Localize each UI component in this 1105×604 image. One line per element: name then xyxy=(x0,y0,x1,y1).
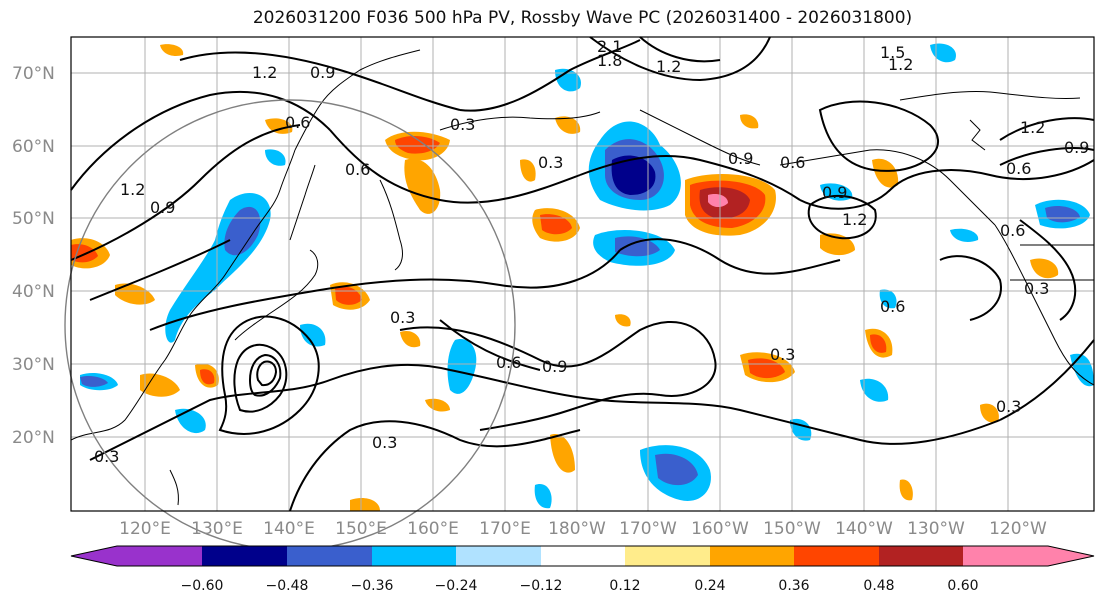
colorbar-segment xyxy=(117,546,202,566)
colorbar-segment xyxy=(541,546,625,566)
lon-label: 170°E xyxy=(479,519,531,539)
contour-label: 0.6 xyxy=(780,153,805,172)
colorbar-segment xyxy=(625,546,710,566)
contour-labels: 1.2 0.9 2.1 1.8 1.2 1.5 1.2 0.6 0.3 0.3 … xyxy=(94,37,1089,466)
contour-label: 0.3 xyxy=(996,397,1021,416)
colorbar-tick-label: 0.24 xyxy=(694,578,725,594)
contour-label: 0.3 xyxy=(1024,279,1049,298)
lon-label: 140°W xyxy=(835,519,893,539)
colorbar-tick-label: 0.48 xyxy=(863,578,894,594)
contour-label: 0.9 xyxy=(150,198,175,217)
lon-label: 170°W xyxy=(619,519,677,539)
lon-label: 140°E xyxy=(263,519,315,539)
contour-label: 0.6 xyxy=(496,353,521,372)
contour-label: 0.6 xyxy=(345,160,370,179)
longitude-labels: 120°E 130°E 140°E 150°E 160°E 170°E 180°… xyxy=(119,519,1047,539)
contour-label: 0.9 xyxy=(542,357,567,376)
colorbar-segment xyxy=(794,546,879,566)
lon-label: 150°W xyxy=(763,519,821,539)
latitude-labels: 70°N 60°N 50°N 40°N 30°N 20°N xyxy=(12,64,55,448)
contour-label: 0.3 xyxy=(538,153,563,172)
contour-label: 1.2 xyxy=(842,210,867,229)
lat-label: 70°N xyxy=(12,64,55,84)
colorbar-tick-label: −0.12 xyxy=(520,578,563,594)
contour-label: 0.9 xyxy=(1064,138,1089,157)
colorbar-tick-label: 0.60 xyxy=(947,578,978,594)
colorbar-tick-label: −0.24 xyxy=(435,578,478,594)
contour-label: 2.1 xyxy=(597,37,622,56)
colorbar-tick-label: 0.36 xyxy=(778,578,809,594)
contour-label: 0.9 xyxy=(822,183,847,202)
positive-anomaly-shading xyxy=(71,44,1059,511)
lon-label: 180°W xyxy=(548,519,606,539)
colorbar-tick-label: −0.36 xyxy=(351,578,394,594)
contour-label: 0.6 xyxy=(1000,221,1025,240)
lat-label: 30°N xyxy=(12,355,55,375)
contour-label: 0.6 xyxy=(285,113,310,132)
colorbar-segment xyxy=(1048,546,1094,566)
lon-label: 120°E xyxy=(119,519,171,539)
colorbar-tick-label: −0.48 xyxy=(266,578,309,594)
colorbar-segment xyxy=(372,546,456,566)
lon-label: 150°E xyxy=(335,519,387,539)
contour-label: 0.9 xyxy=(728,149,753,168)
contour-label: 0.3 xyxy=(94,447,119,466)
contour-label: 1.2 xyxy=(120,180,145,199)
colorbar-segment xyxy=(456,546,541,566)
colorbar-segment xyxy=(963,546,1048,566)
contour-label: 0.3 xyxy=(372,433,397,452)
colorbar-tick-labels: −0.60 −0.48 −0.36 −0.24 −0.12 0.12 0.24 … xyxy=(181,578,979,594)
contour-label: 0.6 xyxy=(880,297,905,316)
lat-label: 20°N xyxy=(12,428,55,448)
contour-label: 0.3 xyxy=(390,308,415,327)
colorbar-segment xyxy=(287,546,372,566)
pv-contours xyxy=(70,36,1095,512)
colorbar-segment xyxy=(879,546,963,566)
colorbar xyxy=(70,545,1095,567)
contour-label: 0.6 xyxy=(1006,159,1031,178)
negative-anomaly-shading xyxy=(80,43,1094,509)
colorbar-tick-label: 0.12 xyxy=(609,578,640,594)
lat-label: 40°N xyxy=(12,282,55,302)
colorbar-segment xyxy=(71,546,117,566)
contour-label: 1.2 xyxy=(252,63,277,82)
lon-label: 130°E xyxy=(191,519,243,539)
lon-label: 120°W xyxy=(989,519,1047,539)
contour-label: 1.2 xyxy=(1020,118,1045,137)
contour-label: 0.3 xyxy=(770,345,795,364)
contour-label: 0.9 xyxy=(310,63,335,82)
map-title: 2026031200 F036 500 hPa PV, Rossby Wave … xyxy=(252,8,913,28)
lon-label: 160°W xyxy=(691,519,749,539)
contour-label: 0.3 xyxy=(450,115,475,134)
lon-label: 130°W xyxy=(907,519,965,539)
contour-label: 1.2 xyxy=(888,55,913,74)
colorbar-segment xyxy=(202,546,287,566)
colorbar-tick-label: −0.60 xyxy=(181,578,224,594)
contour-label: 1.8 xyxy=(597,51,622,70)
lon-label: 160°E xyxy=(407,519,459,539)
lat-label: 60°N xyxy=(12,137,55,157)
contour-label: 1.5 xyxy=(880,43,905,62)
contour-label: 1.2 xyxy=(656,57,681,76)
lat-label: 50°N xyxy=(12,209,55,229)
map-frame xyxy=(70,36,1095,512)
map-plot-area: 1.2 0.9 2.1 1.8 1.2 1.5 1.2 0.6 0.3 0.3 … xyxy=(64,36,1095,551)
map-gridlines xyxy=(71,37,1094,511)
colorbar-segment xyxy=(710,546,794,566)
